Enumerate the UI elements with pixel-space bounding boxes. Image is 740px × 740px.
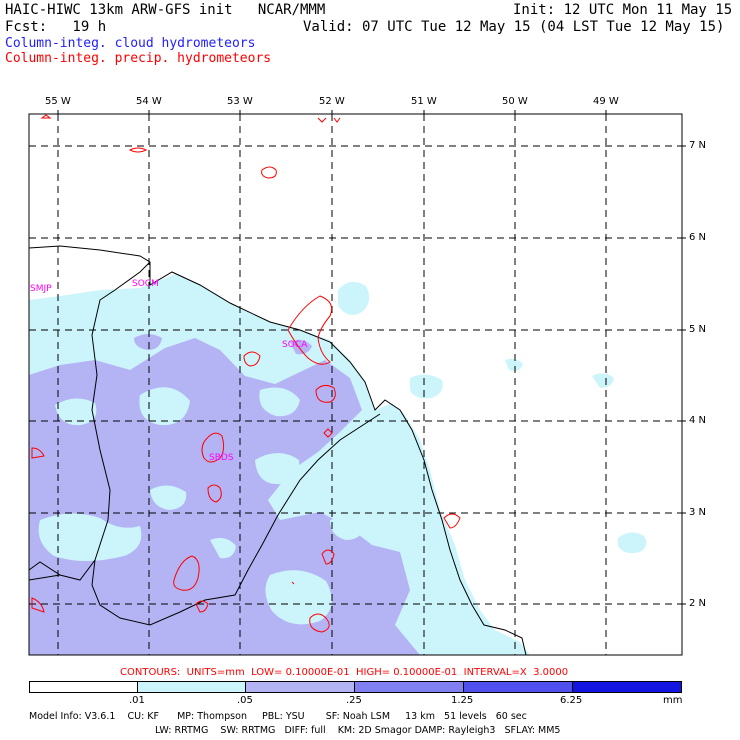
cloud-light-patch [338,281,370,315]
field-label-cloud: Column-integ. cloud hydrometeors [5,36,256,51]
colorbar-segment [29,681,138,693]
colorbar-tick-label: 1.25 [451,695,474,706]
coastline [28,245,527,656]
model-info-line2: LW: RRTMG SW: RRTMG DIFF: full KM: 2D Sm… [155,725,561,736]
lat-label: 3 N [689,507,707,518]
cloud-light-patch [259,387,300,417]
lat-label: 5 N [689,324,707,335]
station-label-smjp: SMJP [30,284,52,294]
coastline-borders [28,245,527,656]
cloud-light-patch [150,485,187,510]
cloud-light-patch [592,373,614,388]
colorbar-segment [463,681,573,693]
lon-label: 51 W [411,96,437,107]
station-label-sbds: SBDS [209,453,234,463]
colorbar-segment [572,681,682,693]
precip-contours [31,114,461,633]
cloud-light-patch [505,358,523,372]
cloud-medium-region [29,338,420,655]
cloud-light-patch [255,453,300,485]
forecast-hour: Fcst: 19 h [5,19,107,35]
station-label-soca: SOCA [282,340,308,350]
station-label-socm: SOCM [132,279,159,289]
contours-info: CONTOURS: UNITS=mm LOW= 0.10000E-01 HIGH… [120,667,569,678]
valid-time: Valid: 07 UTC Tue 12 May 15 (04 LST Tue … [303,19,725,35]
frame-ticks [57,110,686,605]
colorbar-segment [137,681,246,693]
cloud-light-patch [38,513,142,561]
map-frame [28,113,683,656]
colorbar-tick-label: .01 [129,695,145,706]
cloud-light-patch [330,518,364,540]
cloud-light-patch [210,538,236,559]
lon-label: 53 W [227,96,253,107]
field-label-precip: Column-integ. precip. hydrometeors [5,51,272,66]
model-title: HAIC-HIWC 13km ARW-GFS init NCAR/MMM [5,2,326,18]
cloud-light-patch [265,570,332,625]
colorbar-segment [245,681,355,693]
lon-label: 50 W [502,96,528,107]
lon-label: 55 W [45,96,71,107]
lat-label: 2 N [689,598,707,609]
cloud-medium-patch [290,339,312,355]
cloud-light-patch [410,374,443,399]
lat-label: 6 N [689,232,707,243]
colorbar-segment [354,681,464,693]
cloud-light-patch [55,398,97,426]
colorbar-tick-label: .05 [237,695,253,706]
model-info-line1: Model Info: V3.6.1 CU: KF MP: Thompson P… [29,711,527,722]
cloud-medium-patch [134,334,162,350]
lat-label: 4 N [689,415,707,426]
lat-lon-grid [29,114,682,655]
border-guyane-brazil [91,413,381,626]
cloud-light-patch [618,532,647,554]
cloud-light-patch [139,387,190,426]
lon-label: 52 W [319,96,345,107]
border-suriname-guyane [28,261,151,581]
border-brazil-state [28,574,61,581]
lon-label: 49 W [593,96,619,107]
colorbar-unit: mm [663,695,683,706]
init-time: Init: 12 UTC Mon 11 May 15 [513,2,733,18]
lat-label: 7 N [689,140,707,151]
lon-label: 54 W [136,96,162,107]
colorbar-tick-label: .25 [346,695,362,706]
colorbar-tick-label: 6.25 [560,695,583,706]
